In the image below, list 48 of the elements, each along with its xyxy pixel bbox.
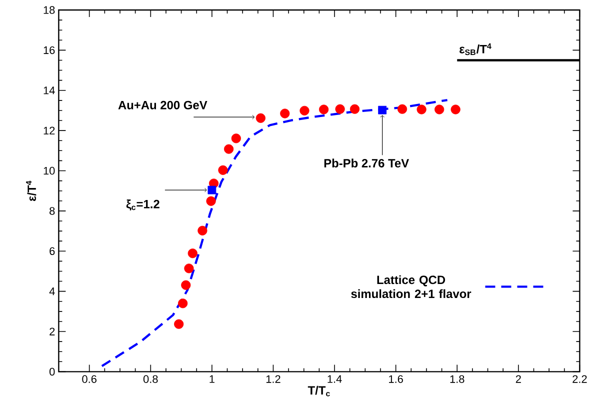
y-tick-label: 2 bbox=[50, 328, 55, 336]
point bbox=[350, 104, 360, 114]
y-axis-title: ε/T$^{4}$ bbox=[26, 180, 36, 202]
point bbox=[450, 104, 460, 114]
point bbox=[434, 104, 444, 114]
point bbox=[335, 104, 345, 114]
annotation: Pb-Pb 2.76 TeV bbox=[324, 158, 409, 168]
y-tick-label: 14 bbox=[44, 86, 55, 94]
point bbox=[397, 104, 408, 114]
point bbox=[280, 108, 290, 118]
x-tick-label: 0.8 bbox=[143, 375, 158, 383]
x-tick-label: 1.8 bbox=[450, 375, 464, 383]
point bbox=[416, 104, 426, 114]
point bbox=[218, 165, 228, 175]
y-tick-label: 6 bbox=[50, 247, 55, 256]
annotation: Au+Au 200 GeV bbox=[118, 100, 208, 110]
point bbox=[319, 104, 329, 114]
point bbox=[174, 319, 184, 329]
y-tick-label: 8 bbox=[50, 207, 55, 215]
y-tick-label: 16 bbox=[44, 46, 55, 54]
point bbox=[300, 106, 310, 116]
text: Lattice QCD simulation 2+1 flavor bbox=[351, 275, 472, 298]
point bbox=[181, 280, 191, 290]
x-tick-label: 1 bbox=[210, 375, 214, 383]
y-tick-label: 18 bbox=[44, 6, 55, 14]
x-tick-label: 1.6 bbox=[389, 375, 403, 383]
x-tick-label: 1.2 bbox=[266, 375, 280, 383]
point bbox=[178, 298, 188, 308]
y-tick-label: 12 bbox=[44, 126, 55, 134]
point bbox=[208, 186, 216, 194]
y-tick-label: 10 bbox=[44, 166, 55, 175]
annotation: ε$_{SB}$/T$^{4}$ bbox=[460, 43, 492, 56]
point bbox=[378, 106, 387, 114]
x-tick-label: 0.6 bbox=[82, 375, 96, 383]
point bbox=[224, 144, 234, 154]
y-tick-label: 4 bbox=[49, 288, 55, 296]
point bbox=[198, 226, 208, 236]
y-tick-label: 0 bbox=[50, 368, 55, 376]
x-tick-label: 1.4 bbox=[328, 375, 342, 383]
x-tick-label: 2.2 bbox=[572, 375, 587, 383]
point bbox=[188, 248, 198, 258]
point bbox=[184, 264, 194, 274]
point bbox=[256, 113, 266, 123]
annotation: ξ$_{c}$=1.2 bbox=[126, 200, 160, 211]
x-tick-label: 2 bbox=[516, 375, 521, 383]
point bbox=[231, 134, 241, 144]
x-axis-title: T/T$_{c}$ bbox=[308, 386, 330, 396]
point bbox=[206, 196, 216, 206]
